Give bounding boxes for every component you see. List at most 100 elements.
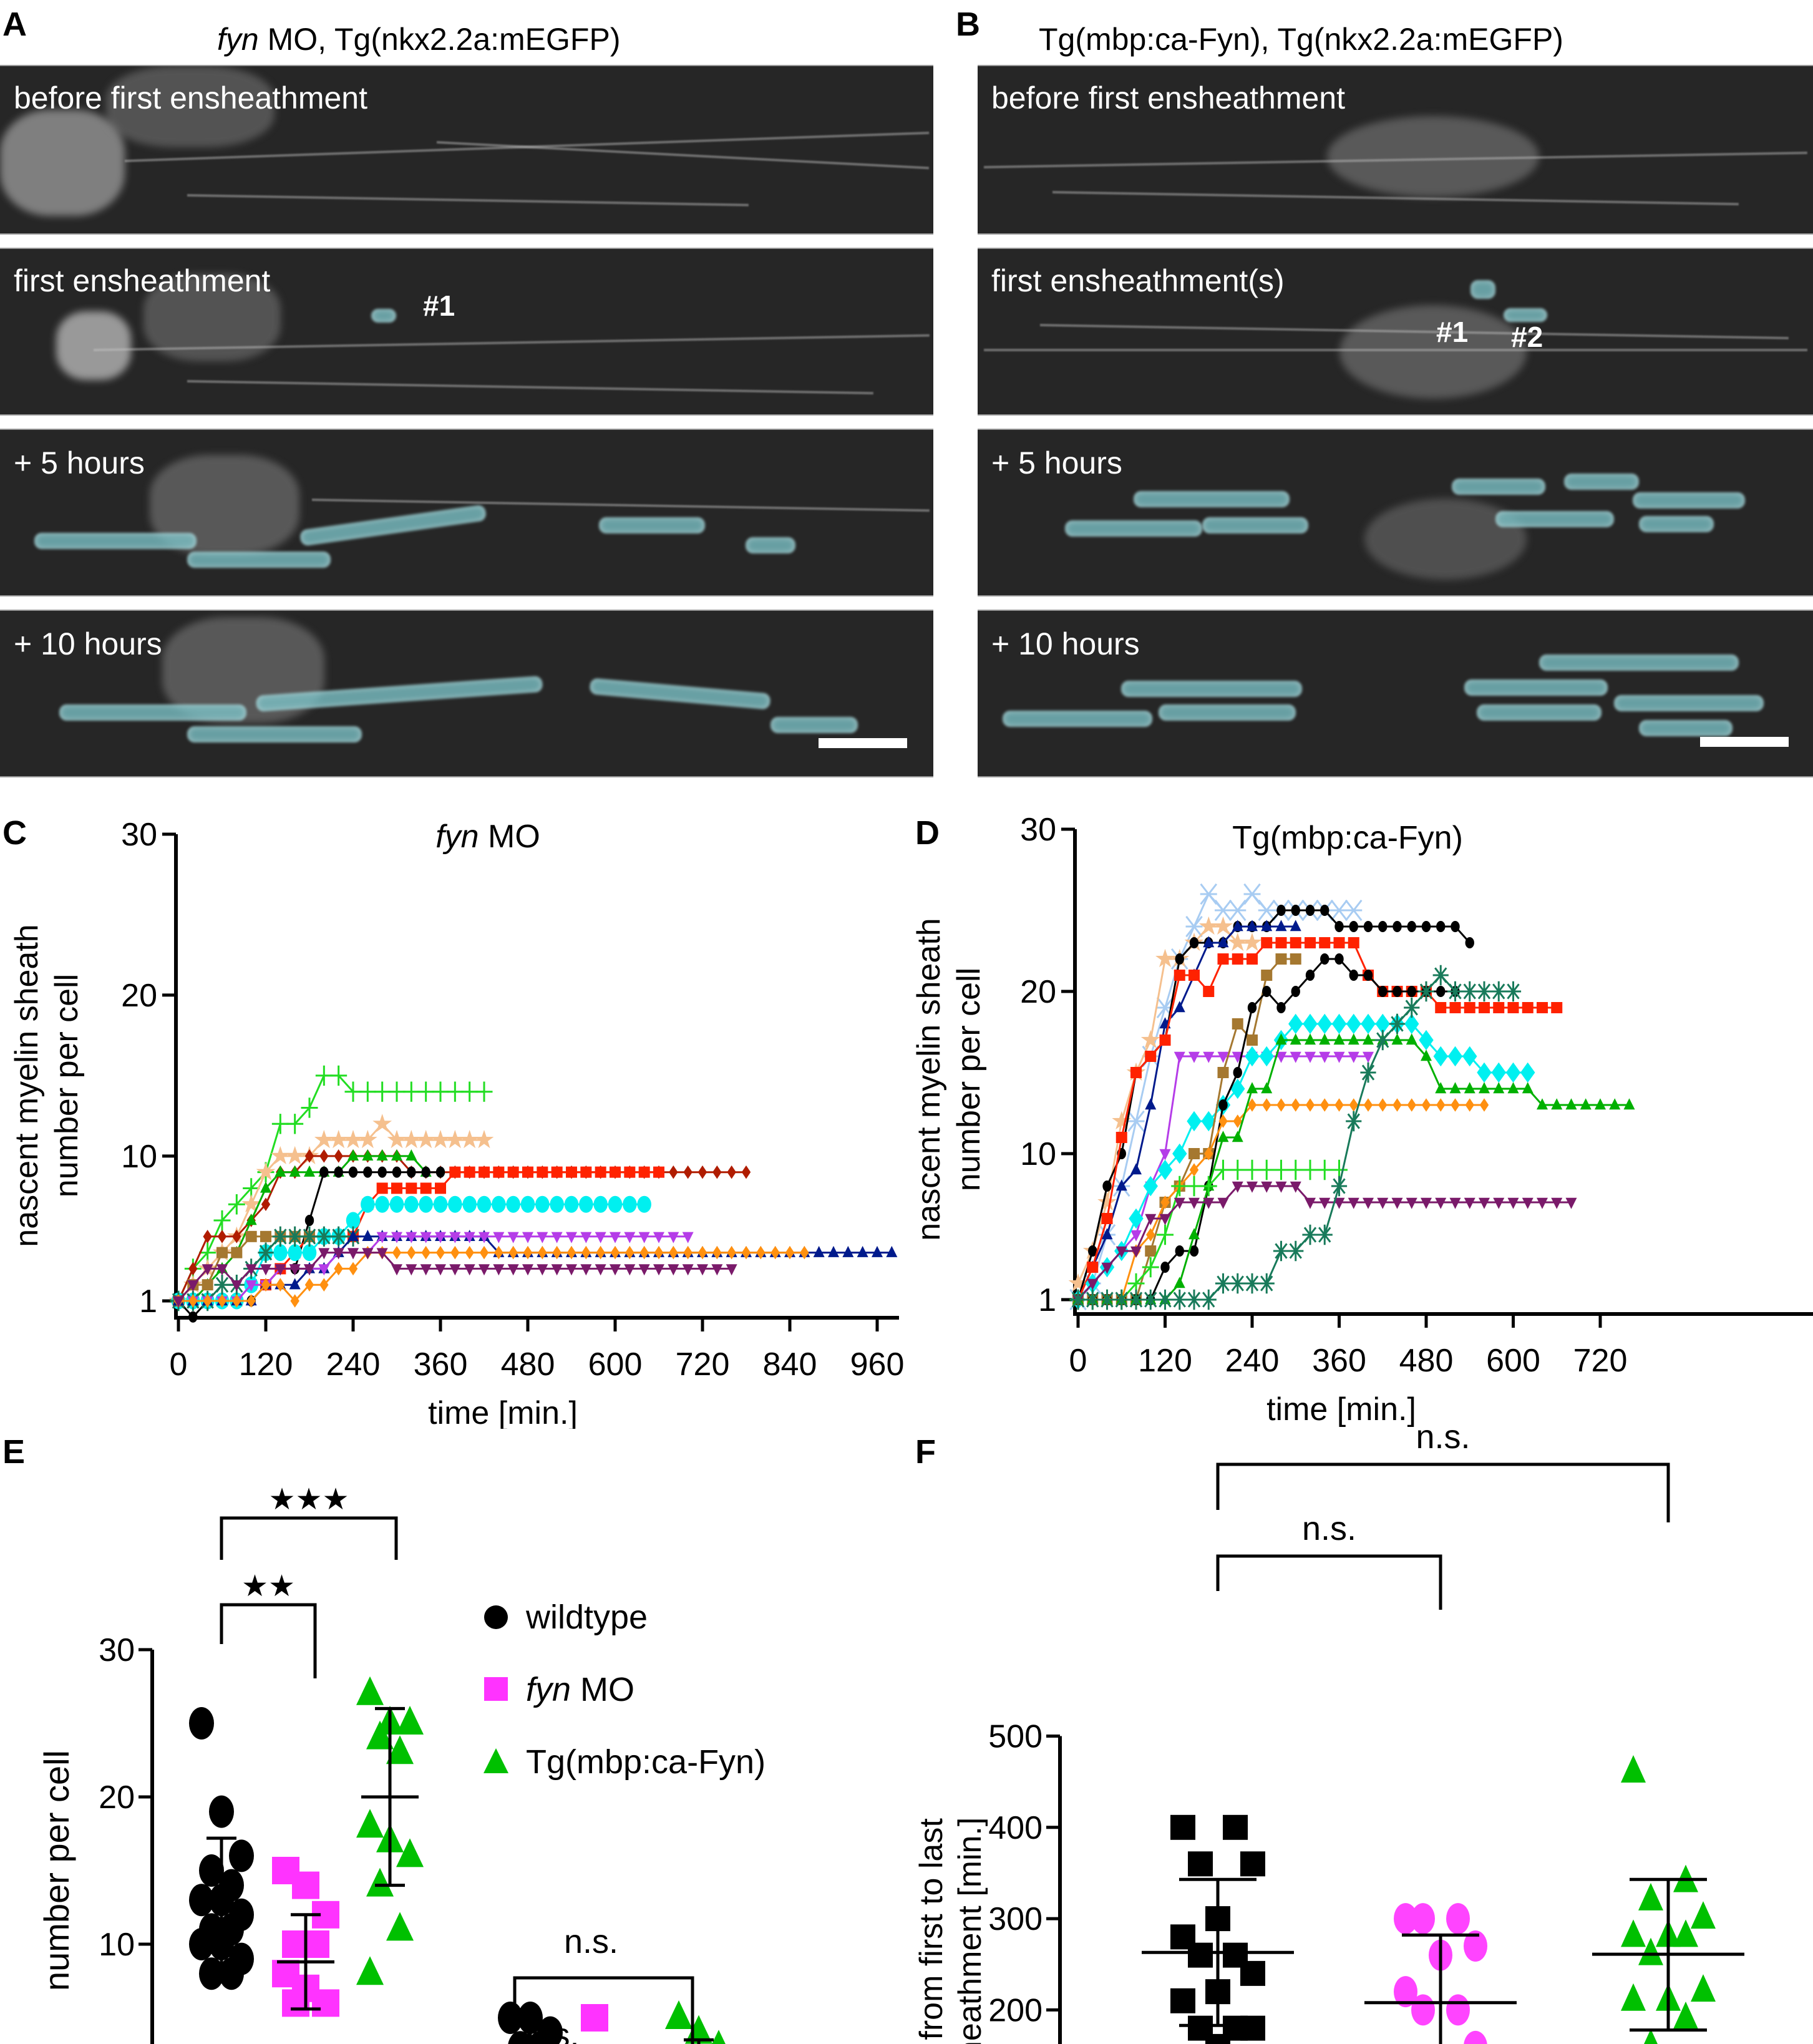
data-point (1200, 1175, 1217, 1197)
data-point (1145, 1245, 1157, 1257)
myelin-sheath (1639, 516, 1714, 532)
data-point (1449, 1197, 1461, 1209)
data-point (1378, 986, 1388, 997)
data-point (1189, 937, 1199, 948)
data-point (785, 1245, 795, 1260)
data-point (1261, 937, 1273, 948)
y-tick-label: 300 (988, 1901, 1043, 1937)
data-point (507, 1264, 519, 1276)
significance-label: ★★★ (268, 1483, 349, 1516)
data-point (241, 1194, 261, 1213)
data-point (1331, 1013, 1347, 1034)
data-point (188, 1311, 198, 1323)
data-point (1507, 1197, 1519, 1209)
data-point (318, 1264, 330, 1276)
data-point (1348, 1033, 1359, 1045)
data-point (1157, 1224, 1174, 1245)
data-point (1217, 953, 1229, 965)
data-point (330, 1065, 348, 1086)
data-point (232, 1230, 241, 1243)
data-point (1232, 1131, 1243, 1142)
data-point (1551, 1098, 1563, 1110)
data-point (727, 1245, 736, 1260)
y-axis-label: number per cell (37, 1750, 76, 1991)
data-point (1244, 1273, 1260, 1294)
data-point (1344, 899, 1363, 922)
data-point (474, 1129, 494, 1149)
data-point (462, 1195, 477, 1213)
data-point (1316, 1224, 1333, 1245)
data-point (1275, 953, 1287, 965)
x-tick-label: 360 (414, 1346, 468, 1383)
y-axis-label: nascent myelin sheath number per cell (911, 918, 987, 1240)
data-point (1217, 1197, 1229, 1209)
data-point (289, 1165, 301, 1177)
data-point (522, 1166, 533, 1178)
data-point (610, 1166, 621, 1178)
data-point (639, 1245, 649, 1260)
data-point (449, 1264, 461, 1276)
data-point (1522, 1002, 1534, 1013)
data-point (366, 1867, 394, 1897)
panel-b-frame-10h: + 10 hours (978, 610, 1813, 777)
cell-body (143, 274, 281, 361)
data-point (1303, 1013, 1318, 1034)
data-point (537, 1166, 548, 1178)
x-tick-label: 840 (763, 1346, 817, 1383)
data-point (581, 1245, 591, 1260)
data-point (346, 1212, 361, 1229)
panel-letter-b: B (956, 6, 980, 43)
data-point (1185, 915, 1203, 938)
data-point (624, 1166, 636, 1178)
legend-label-italic: fyn (526, 1671, 571, 1708)
data-point (357, 1129, 377, 1149)
data-point (477, 1195, 492, 1213)
y-tick-label: 500 (988, 1719, 1043, 1755)
data-point (1449, 1082, 1461, 1094)
data-point (1320, 905, 1329, 916)
myelin-sheath (1495, 511, 1614, 527)
data-point (1247, 1002, 1257, 1013)
data-point (1334, 953, 1344, 965)
frame-label: before first ensheathment (14, 80, 367, 115)
data-point (1130, 1230, 1142, 1242)
data-point (1464, 1930, 1487, 1962)
data-point (1505, 1062, 1521, 1083)
data-point (1446, 1903, 1470, 1935)
data-point (1143, 1175, 1158, 1197)
data-point (1223, 1814, 1248, 1840)
panel-a-frame-10h: + 10 hours (0, 610, 933, 777)
panel-letter-a: A (2, 6, 27, 43)
data-point (507, 1232, 519, 1243)
series-line (1077, 925, 1296, 1300)
significance-label: ★★ (241, 1570, 295, 1603)
data-point (637, 1195, 651, 1213)
series-dark-green-asterisk (1070, 965, 1522, 1310)
myelin-sheath (1539, 655, 1739, 671)
process-fiber (436, 141, 930, 170)
data-point (1290, 1051, 1301, 1063)
data-point (595, 1232, 606, 1243)
x-tick-label: 600 (1486, 1343, 1540, 1379)
data-point (1348, 937, 1359, 948)
data-point (188, 1262, 198, 1276)
data-point (1476, 981, 1492, 1002)
data-point (653, 1264, 664, 1276)
group-retractions-1 (581, 2004, 608, 2032)
group-retractions-2 (665, 2000, 726, 2044)
data-point (1565, 1098, 1577, 1110)
data-point (1130, 1163, 1142, 1175)
data-point (392, 1245, 402, 1260)
data-point (256, 1162, 276, 1180)
chart-title: Tg(mbp:ca-Fyn) (1232, 820, 1463, 856)
data-point (1363, 1033, 1374, 1045)
y-axis-label-line: nascent myelin sheath (911, 918, 947, 1240)
data-point (391, 1264, 402, 1276)
data-point (1232, 1051, 1243, 1063)
data-point (1411, 1994, 1435, 2026)
data-point (1451, 921, 1460, 932)
data-point (446, 1081, 464, 1102)
data-point (872, 1245, 883, 1257)
data-point (1290, 937, 1301, 948)
data-point (1230, 1273, 1246, 1294)
